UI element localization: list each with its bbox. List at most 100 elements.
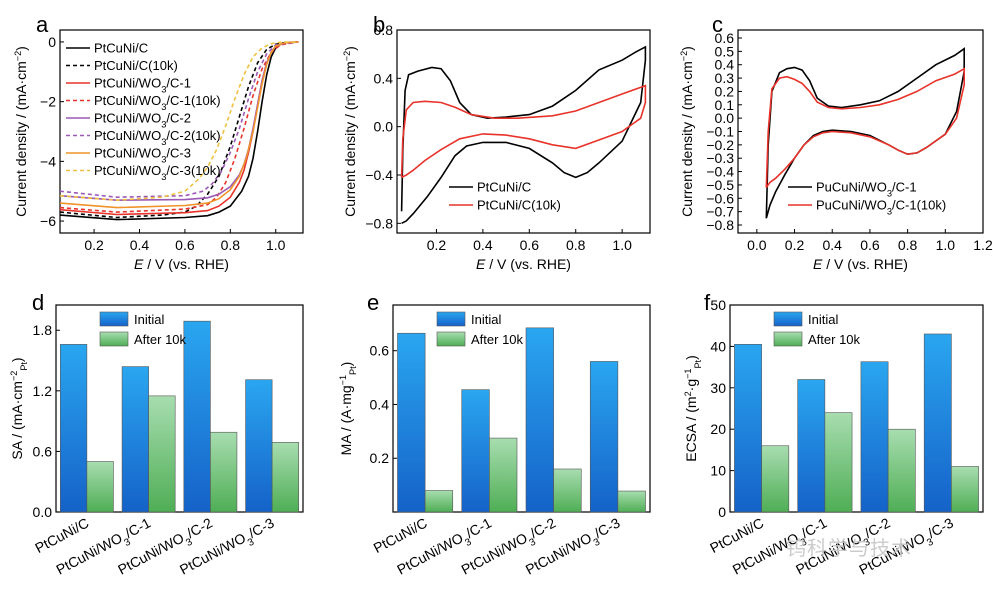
y-tick-label-c: −0.3 <box>706 150 734 166</box>
legend-label-f-2: After 10k <box>808 332 861 347</box>
legend-swatch-d-1 <box>99 311 129 327</box>
legend-label-d-2: After 10k <box>134 332 187 347</box>
y-tick-label-f: 30 <box>710 380 726 396</box>
y-axis-label-f: ECSA / (m2​·g−1​Pt) <box>683 355 703 462</box>
panel-d: d0.00.61.21.8SA / (mA·cm−2​Pt)PtCuNi/CPt… <box>9 290 304 578</box>
bar-d-initial-3 <box>183 320 211 513</box>
legend-label-d-1: Initial <box>134 312 164 327</box>
legend-swatch-e-1 <box>436 311 466 327</box>
bar-e-after-10k-2 <box>489 437 518 513</box>
y-axis-label-c: Current density / (mA·cm−2​) <box>679 46 695 217</box>
y-tick-label-f: 50 <box>710 297 726 313</box>
bar-e-after-10k-3 <box>553 468 582 513</box>
series-line-c-2 <box>765 67 965 189</box>
x-tick-label-a: 0.6 <box>175 237 195 253</box>
y-tick-label-c: −0.6 <box>706 190 734 206</box>
legend-label-b-2: PtCuNi/C(10k) <box>477 198 561 213</box>
panel-e: e0.20.40.6MA / (A·mg−1​Pt)PtCuNi/CPtCuNi… <box>338 290 651 578</box>
legend-label-e-2: After 10k <box>471 332 524 347</box>
axes-frame-d <box>55 304 304 513</box>
legend-label-a-2: PtCuNi/C(10k) <box>94 58 178 73</box>
y-axis-label-e: MA / (A·mg−1​Pt) <box>338 362 358 456</box>
y-tick-label-d: 0.6 <box>33 443 53 459</box>
y-tick-label-c: −0.2 <box>706 137 734 153</box>
y-tick-label-f: 10 <box>710 463 726 479</box>
y-tick-label-c: 0.0 <box>715 110 735 126</box>
x-tick-label-c: 0.4 <box>822 237 842 253</box>
x-tick-label-a: 0.4 <box>130 237 150 253</box>
x-tick-label-b: 0.8 <box>566 237 586 253</box>
legend-label-a-5: PtCuNi/WO3​/C-2 <box>94 111 191 130</box>
y-tick-label-b: 0.4 <box>374 70 394 86</box>
y-tick-label-d: 1.2 <box>33 383 53 399</box>
watermark: 钨科学与技术 <box>786 536 912 560</box>
y-tick-label-c: 0.5 <box>715 43 735 59</box>
y-tick-label-f: 40 <box>710 338 726 354</box>
y-axis-label-b: Current density / (mA·cm−2​) <box>342 46 358 217</box>
series-line-a-8 <box>59 41 299 202</box>
y-tick-label-b: 0.0 <box>374 119 394 135</box>
y-tick-label-f: 20 <box>710 421 726 437</box>
x-tick-label-b: 0.2 <box>427 237 447 253</box>
y-tick-label-b: −0.4 <box>365 167 393 183</box>
x-tick-label-b: 1.0 <box>612 237 632 253</box>
bar-d-initial-2 <box>121 366 149 513</box>
legend-label-a-4: PtCuNi/WO3​/C-1(10k) <box>94 93 221 112</box>
series-line-b-2 <box>400 84 647 179</box>
bar-e-initial-1 <box>397 332 426 513</box>
y-tick-label-a: 0 <box>48 34 56 50</box>
legend-swatch-f-2 <box>773 331 803 347</box>
panel-label-c: c <box>712 12 723 37</box>
y-tick-label-e: 0.2 <box>370 450 390 466</box>
series-line-b-1 <box>400 45 647 225</box>
legend-label-b-1: PtCuNi/C <box>477 180 531 195</box>
legend-label-a-7: PtCuNi/WO3​/C-3 <box>94 146 191 165</box>
y-tick-label-b: −0.8 <box>365 215 393 231</box>
series-line-a-2 <box>59 41 299 219</box>
bar-f-after-10k-3 <box>887 428 916 513</box>
legend-label-a-8: PtCuNi/WO3​/C-3(10k) <box>94 163 221 182</box>
x-axis-label-a: E / V (vs. RHE) <box>134 256 229 272</box>
bar-f-initial-3 <box>860 361 889 513</box>
x-tick-label-c: 0.2 <box>785 237 805 253</box>
bar-e-initial-2 <box>461 389 490 513</box>
x-tick-label-c: 0.8 <box>898 237 918 253</box>
y-tick-label-c: 0.2 <box>715 83 735 99</box>
x-axis-label-c: E / V (vs. RHE) <box>813 256 908 272</box>
legend-label-f-1: Initial <box>808 312 838 327</box>
axes-frame-f <box>729 304 984 513</box>
y-axis-label-d: SA / (mA·cm−2​Pt) <box>9 357 29 459</box>
legend-swatch-e-2 <box>436 331 466 347</box>
y-tick-label-c: −0.4 <box>706 164 734 180</box>
panel-label-e: e <box>367 290 379 315</box>
bar-f-initial-1 <box>734 344 762 513</box>
y-tick-label-c: 0.3 <box>715 70 735 86</box>
legend-label-a-1: PtCuNi/C <box>94 41 148 56</box>
x-tick-label-a: 0.2 <box>84 237 104 253</box>
y-tick-label-c: −0.1 <box>706 124 734 140</box>
bar-d-after-10k-1 <box>86 461 114 513</box>
bar-d-initial-4 <box>245 379 273 513</box>
bar-f-after-10k-4 <box>951 466 979 513</box>
y-tick-label-c: −0.7 <box>706 204 734 220</box>
series-line-a-6 <box>59 41 299 199</box>
y-tick-label-f: 0 <box>718 504 726 520</box>
bar-e-initial-4 <box>589 361 619 513</box>
legend-label-c-2: PuCuNi/WO3​/C-1(10k) <box>816 198 946 217</box>
legend-label-c-1: PuCuNi/WO3​/C-1 <box>816 180 917 199</box>
bar-f-initial-2 <box>797 379 826 513</box>
axes-frame-b <box>396 29 651 234</box>
y-tick-label-c: −0.8 <box>706 217 734 233</box>
y-tick-label-e: 0.4 <box>370 396 390 412</box>
bar-d-after-10k-4 <box>271 442 299 513</box>
x-tick-label-c: 0.0 <box>747 237 767 253</box>
legend-swatch-d-2 <box>99 331 129 347</box>
x-tick-label-a: 0.8 <box>221 237 241 253</box>
legend-label-a-3: PtCuNi/WO3​/C-1 <box>94 76 191 95</box>
x-tick-label-c: 0.6 <box>860 237 880 253</box>
bar-f-after-10k-2 <box>824 412 853 513</box>
legend-swatch-f-1 <box>773 311 803 327</box>
y-tick-label-b: 0.8 <box>374 22 394 38</box>
